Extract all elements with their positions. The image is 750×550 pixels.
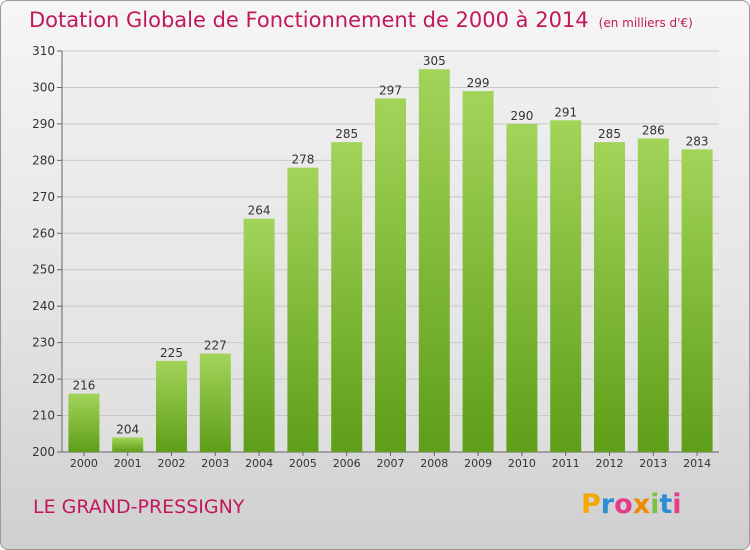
y-tick-label: 250 [32, 263, 55, 277]
y-tick-label: 240 [32, 299, 55, 313]
data-label: 225 [160, 346, 183, 360]
data-label: 297 [379, 83, 402, 97]
data-label: 299 [467, 76, 490, 90]
logo-letter: r [600, 489, 615, 520]
bar [375, 98, 406, 453]
y-tick-label: 230 [32, 336, 55, 350]
data-label: 285 [335, 127, 358, 141]
logo-letter: i [672, 489, 682, 520]
x-tick-label: 2003 [201, 457, 229, 470]
x-tick-label: 2005 [289, 457, 317, 470]
x-tick-label: 2007 [377, 457, 405, 470]
logo-letter: o [614, 489, 633, 520]
x-tick-label: 2000 [70, 457, 98, 470]
x-tick-label: 2006 [333, 457, 361, 470]
x-tick-label: 2011 [552, 457, 580, 470]
y-tick-label: 310 [32, 44, 55, 58]
data-label: 283 [686, 134, 709, 148]
logo-letter: x [632, 489, 651, 520]
data-label: 305 [423, 54, 446, 68]
unit-note: (en milliers d'€) [598, 16, 693, 30]
bar [112, 437, 144, 452]
y-tick-label: 260 [32, 226, 55, 240]
bar [331, 142, 363, 453]
data-label: 286 [642, 123, 665, 137]
proxiti-logo: Proxiti [581, 489, 682, 520]
bar [681, 149, 713, 452]
chart-title: Dotation Globale de Fonctionnement de 20… [29, 8, 693, 32]
x-tick-label: 2004 [245, 457, 273, 470]
y-tick-label: 220 [32, 372, 55, 386]
y-tick-label: 210 [32, 409, 55, 423]
x-tick-label: 2014 [683, 457, 711, 470]
y-tick-label: 290 [32, 117, 55, 131]
bar [287, 167, 319, 452]
data-label: 290 [510, 109, 533, 123]
bar [506, 123, 538, 452]
bar [550, 120, 582, 452]
bar [156, 360, 187, 452]
y-tick-label: 200 [32, 445, 55, 459]
x-tick-label: 2001 [114, 457, 142, 470]
x-tick-label: 2002 [158, 457, 186, 470]
bar [68, 393, 100, 452]
x-tick-label: 2008 [420, 457, 448, 470]
bar [637, 138, 669, 452]
logo-letter: P [581, 489, 601, 520]
data-label: 204 [116, 422, 139, 436]
data-label: 264 [248, 204, 271, 218]
x-tick-label: 2010 [508, 457, 536, 470]
logo-letter: t [659, 489, 673, 520]
data-label: 291 [554, 105, 577, 119]
commune-name: LE GRAND-PRESSIGNY [33, 496, 245, 518]
y-tick-label: 270 [32, 190, 55, 204]
logo-letter: i [650, 489, 660, 520]
y-tick-label: 280 [32, 153, 55, 167]
bar [418, 69, 450, 453]
chart-title-text: Dotation Globale de Fonctionnement de 20… [29, 8, 589, 32]
data-label: 227 [204, 339, 227, 353]
y-tick-label: 300 [32, 80, 55, 94]
x-tick-label: 2012 [596, 457, 624, 470]
bar [243, 218, 275, 452]
bar [199, 353, 231, 452]
data-label: 278 [291, 153, 314, 167]
x-tick-label: 2013 [639, 457, 667, 470]
data-label: 216 [72, 379, 95, 393]
bar [462, 91, 494, 452]
data-label: 285 [598, 127, 621, 141]
bar [594, 142, 625, 453]
x-tick-label: 2009 [464, 457, 492, 470]
